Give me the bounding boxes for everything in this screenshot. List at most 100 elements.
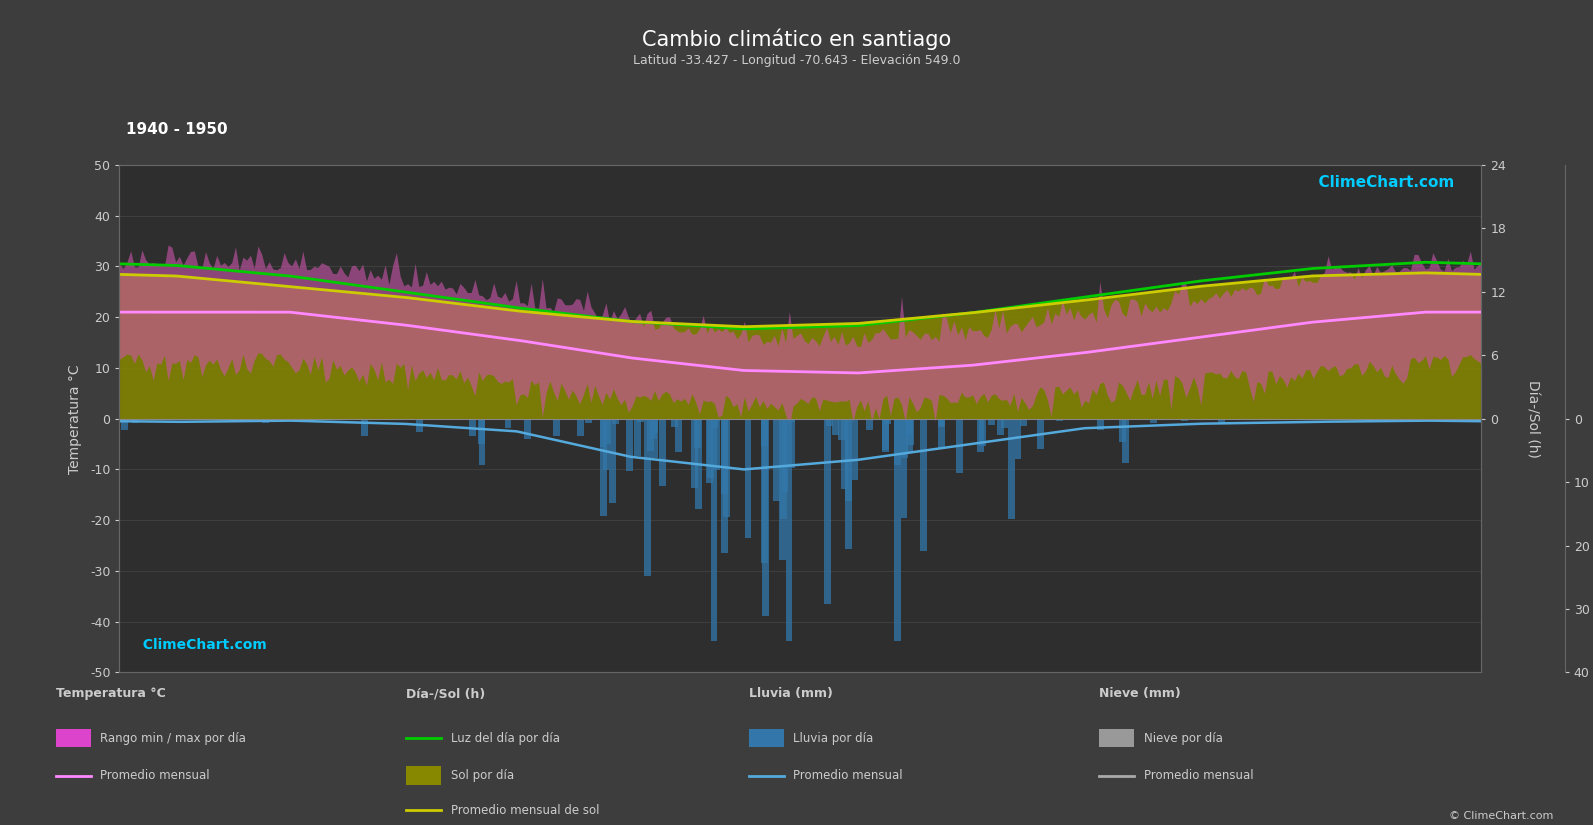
Text: Promedio mensual: Promedio mensual [100,769,210,782]
Bar [1098,419,1104,430]
Bar [781,419,787,420]
Bar [1123,419,1129,463]
Bar [844,419,852,549]
Bar [761,419,768,563]
Bar [824,419,830,604]
Bar [516,419,523,420]
Text: Promedio mensual de sol: Promedio mensual de sol [451,804,599,817]
Bar [804,419,812,420]
Bar [988,419,996,425]
Bar [553,419,561,436]
Bar [671,419,679,427]
Bar [695,419,701,447]
Bar [956,419,964,473]
Bar [1150,419,1157,422]
Bar [1056,419,1063,421]
Bar [846,419,852,502]
Bar [691,419,698,488]
Bar [675,419,682,452]
Bar [997,419,1004,435]
Bar [637,419,644,422]
Text: Promedio mensual: Promedio mensual [793,769,903,782]
Bar [883,419,889,450]
Bar [938,419,945,448]
Bar [779,419,785,560]
Bar [478,419,484,444]
Bar [894,419,900,465]
Y-axis label: Temperatura °C: Temperatura °C [67,364,81,474]
Text: Promedio mensual: Promedio mensual [1144,769,1254,782]
Bar [1459,419,1466,422]
Text: © ClimeChart.com: © ClimeChart.com [1448,811,1553,821]
Bar [787,419,795,422]
Text: Día-/Sol (h): Día-/Sol (h) [406,687,486,700]
Bar [714,419,720,470]
Bar [1180,419,1187,421]
Bar [468,419,476,436]
Bar [978,419,986,446]
Bar [601,419,607,516]
Bar [906,419,913,435]
Y-axis label: Día-/Sol (h): Día-/Sol (h) [1526,380,1540,458]
Text: Rango min / max por día: Rango min / max por día [100,732,247,745]
Text: Temperatura °C: Temperatura °C [56,687,166,700]
Bar [884,419,890,425]
Bar [585,419,591,423]
Bar [785,419,792,641]
Bar [263,419,269,422]
Bar [602,419,610,469]
Text: Lluvia (mm): Lluvia (mm) [749,687,833,700]
Bar [710,419,717,641]
Bar [938,419,945,427]
Bar [1037,419,1043,449]
Bar [773,419,781,501]
Bar [763,419,769,616]
Bar [362,419,368,436]
Bar [883,419,889,452]
Bar [604,419,612,444]
Bar [832,419,840,435]
Bar [524,419,530,440]
Bar [723,419,730,517]
Bar [612,419,618,424]
Bar [852,419,859,480]
Bar [660,419,666,487]
Text: 1940 - 1950: 1940 - 1950 [126,122,228,137]
Bar [505,419,511,428]
Bar [722,419,728,553]
Text: ClimeChart.com: ClimeChart.com [1308,175,1454,190]
Bar [825,419,833,426]
Bar [712,419,718,421]
Bar [707,419,714,478]
Bar [416,419,422,432]
Bar [626,419,634,470]
Bar [787,419,795,468]
Bar [921,419,927,551]
Bar [894,419,900,641]
Bar [1219,419,1225,424]
Bar [634,419,640,455]
Bar [1008,419,1015,519]
Bar [706,419,714,483]
Bar [132,419,139,422]
Bar [652,419,658,458]
Bar [652,419,658,432]
Bar [1000,419,1008,428]
Text: Sol por día: Sol por día [451,769,515,782]
Bar [782,419,789,492]
Bar [1020,419,1027,426]
Bar [577,419,583,436]
Bar [1120,419,1126,442]
Bar [977,419,984,452]
Bar [902,419,908,458]
Text: ClimeChart.com: ClimeChart.com [134,638,268,652]
Bar [1263,419,1270,420]
Bar [609,419,616,502]
Text: Cambio climático en santiago: Cambio climático en santiago [642,29,951,50]
Bar [650,419,656,439]
Bar [647,419,653,451]
Bar [785,419,792,422]
Bar [644,419,652,577]
Bar [478,419,486,465]
Text: Luz del día por día: Luz del día por día [451,732,559,745]
